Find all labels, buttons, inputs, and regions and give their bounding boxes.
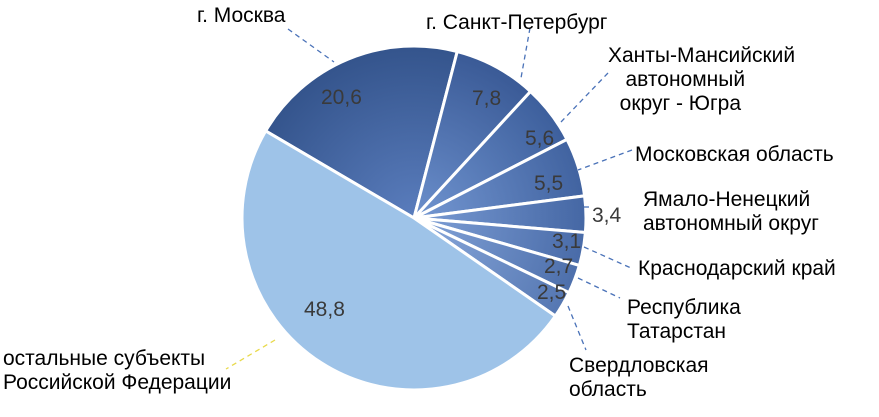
- leader-other: [225, 339, 276, 370]
- pie-slices: [240, 44, 588, 392]
- value-other: 48,8: [304, 298, 345, 321]
- value-yanao: 3,4: [592, 204, 622, 227]
- leader-krasnodar: [583, 246, 632, 269]
- value-sverdlovsk: 2,5: [537, 281, 567, 304]
- label-yanao: Ямало-Ненецкий автономный округ: [643, 188, 819, 235]
- pie-slice: [263, 44, 460, 221]
- label-khmao: Ханты-Мансийский автономный округ - Югра: [608, 44, 796, 115]
- value-moscow: 20,6: [321, 86, 362, 109]
- label-sverdlovsk: Свердловская область: [569, 354, 709, 401]
- label-tatarstan: Республика Татарстан: [627, 296, 741, 343]
- value-tatarstan: 2,7: [544, 255, 574, 278]
- value-khmao: 5,6: [525, 127, 555, 150]
- value-krasnodar: 3,1: [552, 230, 582, 253]
- leader-tatarstan: [577, 277, 621, 299]
- label-other: остальные субъекты Российской Федерации: [3, 347, 232, 394]
- label-krasnodar: Краснодарский край: [638, 257, 836, 280]
- value-spb: 7,8: [472, 87, 502, 110]
- leader-spb: [520, 27, 531, 79]
- leader-lines: [225, 27, 633, 370]
- pie-slice: [240, 128, 558, 392]
- label-moscow: г. Москва: [197, 4, 286, 27]
- label-mo: Московская область: [635, 143, 834, 166]
- label-spb: г. Санкт-Петербург: [426, 11, 608, 34]
- leader-moscow: [287, 28, 335, 63]
- leader-khmao: [560, 72, 609, 123]
- leader-mo: [577, 149, 633, 171]
- leader-sverdlovsk: [567, 305, 587, 351]
- value-mo: 5,5: [534, 172, 564, 195]
